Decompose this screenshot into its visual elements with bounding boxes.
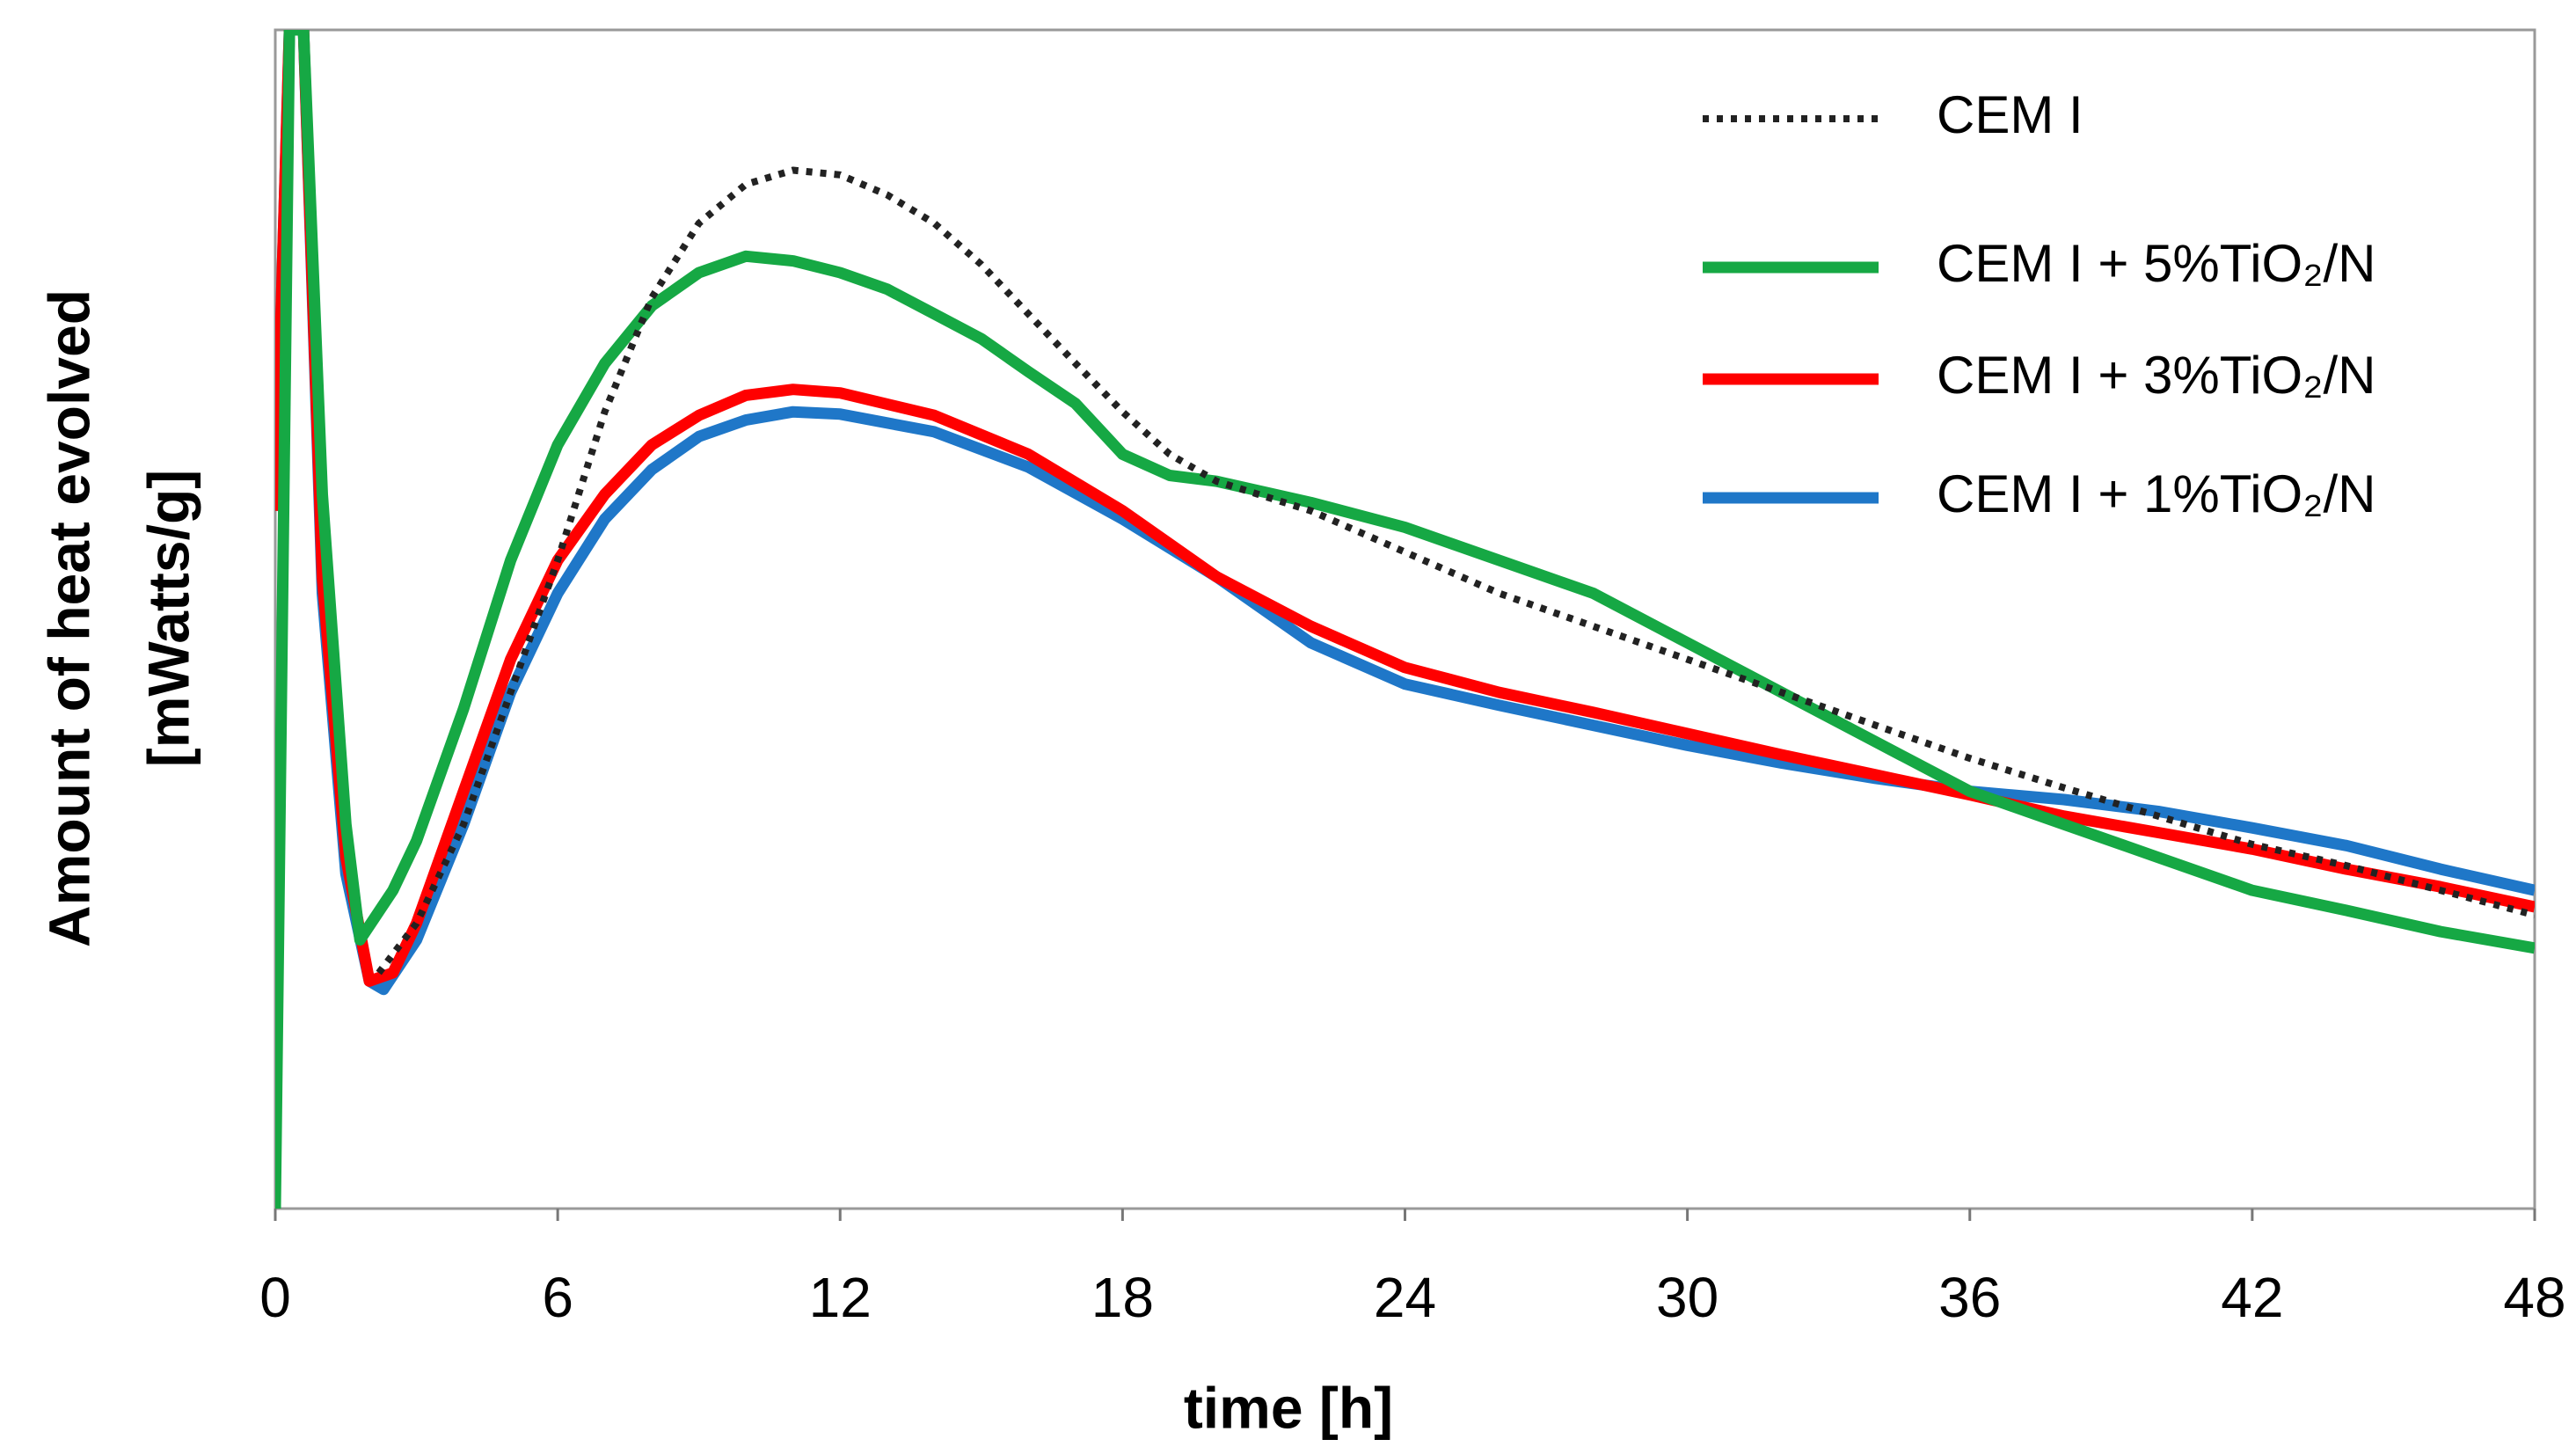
y-axis-label: [mWatts/g] bbox=[135, 470, 201, 768]
series-line bbox=[275, 30, 2535, 1209]
x-tick-label: 24 bbox=[1374, 1266, 1436, 1329]
x-tick-label: 0 bbox=[259, 1266, 291, 1329]
series-line bbox=[275, 30, 2535, 996]
x-tick-label: 42 bbox=[2221, 1266, 2283, 1329]
legend-label: CEM I + 3%TiO₂/N bbox=[1937, 346, 2375, 405]
legend-label: CEM I + 1%TiO₂/N bbox=[1937, 464, 2375, 523]
x-tick-label: 30 bbox=[1656, 1266, 1719, 1329]
series-line bbox=[376, 166, 2535, 975]
x-tick-label: 12 bbox=[809, 1266, 872, 1329]
plot-lines bbox=[275, 30, 2535, 1209]
legend-label: CEM I + 5%TiO₂/N bbox=[1937, 234, 2375, 293]
x-tick-label: 36 bbox=[1938, 1266, 2001, 1329]
x-tick-label: 48 bbox=[2503, 1266, 2565, 1329]
x-tick-label: 18 bbox=[1091, 1266, 1154, 1329]
plot-frame bbox=[274, 28, 2536, 1210]
y-axis-label: Amount of heat evolved bbox=[36, 289, 101, 947]
x-axis-label: time [h] bbox=[1184, 1375, 1393, 1440]
legend-label: CEM I bbox=[1937, 85, 2083, 144]
x-tick-label: 6 bbox=[542, 1266, 573, 1329]
